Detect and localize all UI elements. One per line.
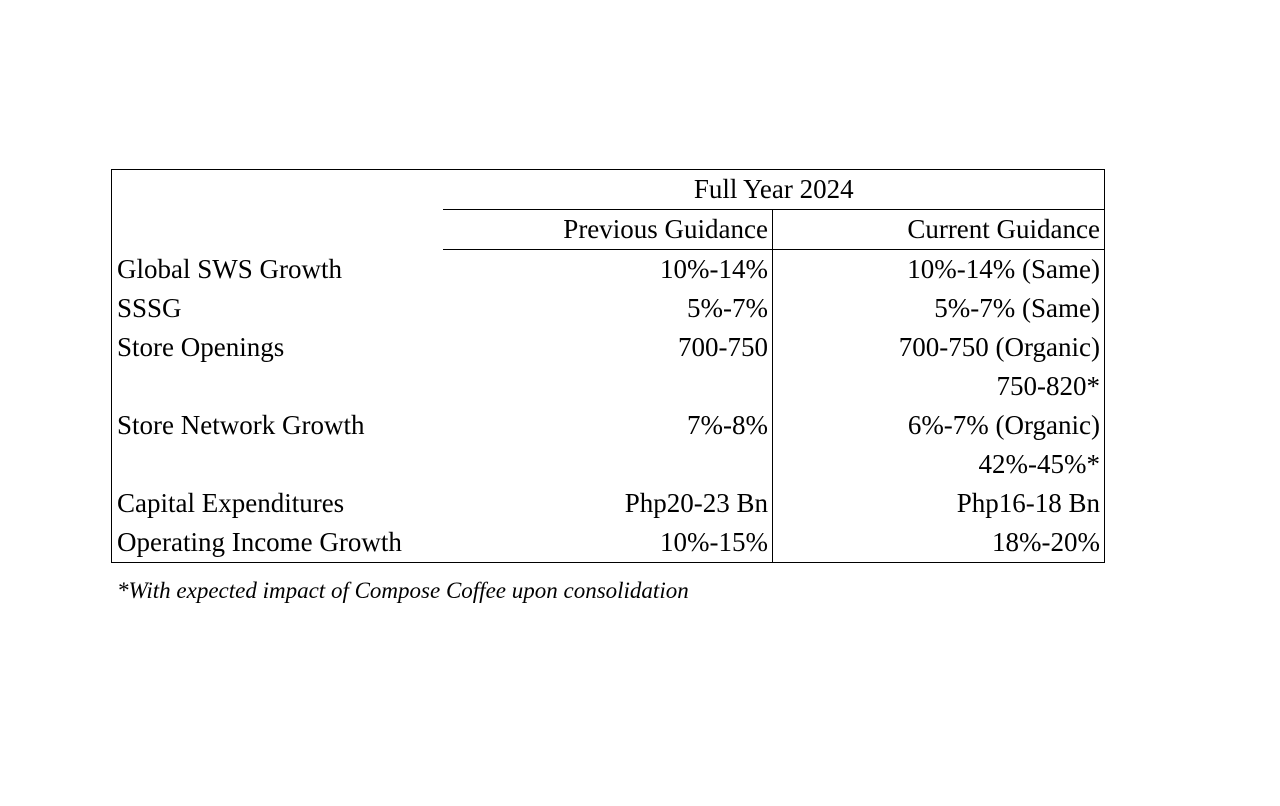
previous-value: 700-750 xyxy=(442,328,773,367)
current-value: 5%-7% (Same) xyxy=(772,289,1105,328)
current-value: 10%-14% (Same) xyxy=(772,249,1105,289)
previous-value xyxy=(442,445,773,484)
period-header: Full Year 2024 xyxy=(442,169,1105,210)
previous-value: Php20-23 Bn xyxy=(442,484,773,523)
header-row-columns: Previous Guidance Current Guidance xyxy=(112,209,1105,250)
header-empty-cell xyxy=(111,169,443,250)
current-value: 42%-45%* xyxy=(772,445,1105,484)
current-value: 750-820* xyxy=(772,367,1105,406)
current-value: 18%-20% xyxy=(772,523,1105,563)
metric-label: Store Openings xyxy=(111,328,443,367)
metric-label: SSSG xyxy=(111,289,443,328)
table-row: Global SWS Growth 10%-14% 10%-14% (Same) xyxy=(111,249,1105,289)
header-row-period: Full Year 2024 xyxy=(111,169,1105,250)
previous-value xyxy=(442,367,773,406)
table-row: 750-820* xyxy=(111,367,1105,406)
metric-label: Store Network Growth xyxy=(111,406,443,445)
metric-label: Operating Income Growth xyxy=(111,523,443,563)
table-row: Store Openings 700-750 700-750 (Organic) xyxy=(111,328,1105,367)
table-row: Store Network Growth 7%-8% 6%-7% (Organi… xyxy=(111,406,1105,445)
current-value: 6%-7% (Organic) xyxy=(772,406,1105,445)
table-row: Capital Expenditures Php20-23 Bn Php16-1… xyxy=(111,484,1105,523)
column-header-current: Current Guidance xyxy=(772,209,1105,250)
current-value: 700-750 (Organic) xyxy=(772,328,1105,367)
current-value: Php16-18 Bn xyxy=(772,484,1105,523)
table-row: 42%-45%* xyxy=(111,445,1105,484)
table-row: SSSG 5%-7% 5%-7% (Same) xyxy=(111,289,1105,328)
metric-label xyxy=(111,367,443,406)
previous-value: 7%-8% xyxy=(442,406,773,445)
previous-value: 10%-14% xyxy=(442,249,773,289)
table-row: Operating Income Growth 10%-15% 18%-20% xyxy=(111,523,1105,563)
guidance-table: Full Year 2024 Previous Guidance Current… xyxy=(111,169,1105,563)
metric-label: Global SWS Growth xyxy=(111,249,443,289)
metric-label xyxy=(111,445,443,484)
column-header-previous: Previous Guidance xyxy=(442,209,773,250)
previous-value: 10%-15% xyxy=(442,523,773,563)
footnote: *With expected impact of Compose Coffee … xyxy=(117,578,689,603)
metric-label: Capital Expenditures xyxy=(111,484,443,523)
previous-value: 5%-7% xyxy=(442,289,773,328)
